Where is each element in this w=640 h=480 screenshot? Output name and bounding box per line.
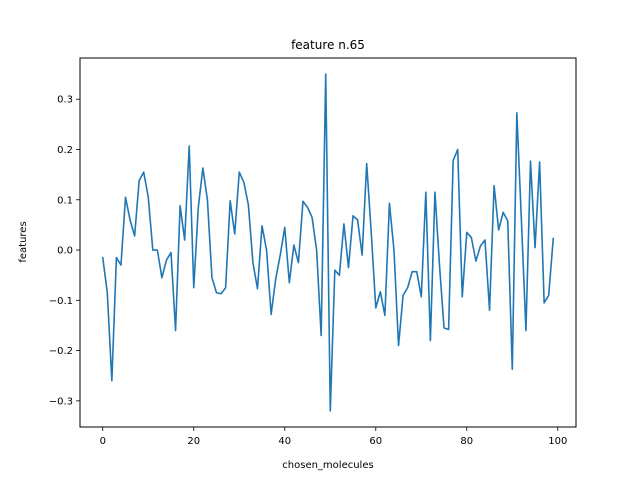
x-tick-label: 0 (100, 436, 106, 447)
chart-title: feature n.65 (291, 38, 365, 52)
y-tick-label: 0.1 (57, 195, 73, 206)
x-axis-title: chosen_molecules (282, 460, 373, 471)
x-axis: 0 20 40 60 80 100 (100, 427, 567, 447)
y-tick-label: −0.1 (49, 296, 73, 307)
axes-frame (79, 57, 577, 428)
x-tick-label: 20 (187, 436, 200, 447)
y-tick-label: −0.3 (49, 396, 73, 407)
y-tick-label: 0.3 (57, 95, 73, 106)
x-tick-label: 40 (278, 436, 291, 447)
plot-area (101, 73, 555, 412)
y-tick-label: 0.2 (57, 145, 73, 156)
series-line-0 (101, 73, 555, 412)
y-axis: −0.3 −0.2 −0.1 0.0 0.1 0.2 0.3 (49, 95, 80, 407)
y-tick-label: −0.2 (49, 346, 73, 357)
x-tick-label: 80 (460, 436, 473, 447)
y-axis-title: features (18, 221, 29, 262)
y-tick-label: 0.0 (57, 246, 73, 257)
x-tick-label: 60 (369, 436, 382, 447)
x-tick-label: 100 (548, 436, 567, 447)
